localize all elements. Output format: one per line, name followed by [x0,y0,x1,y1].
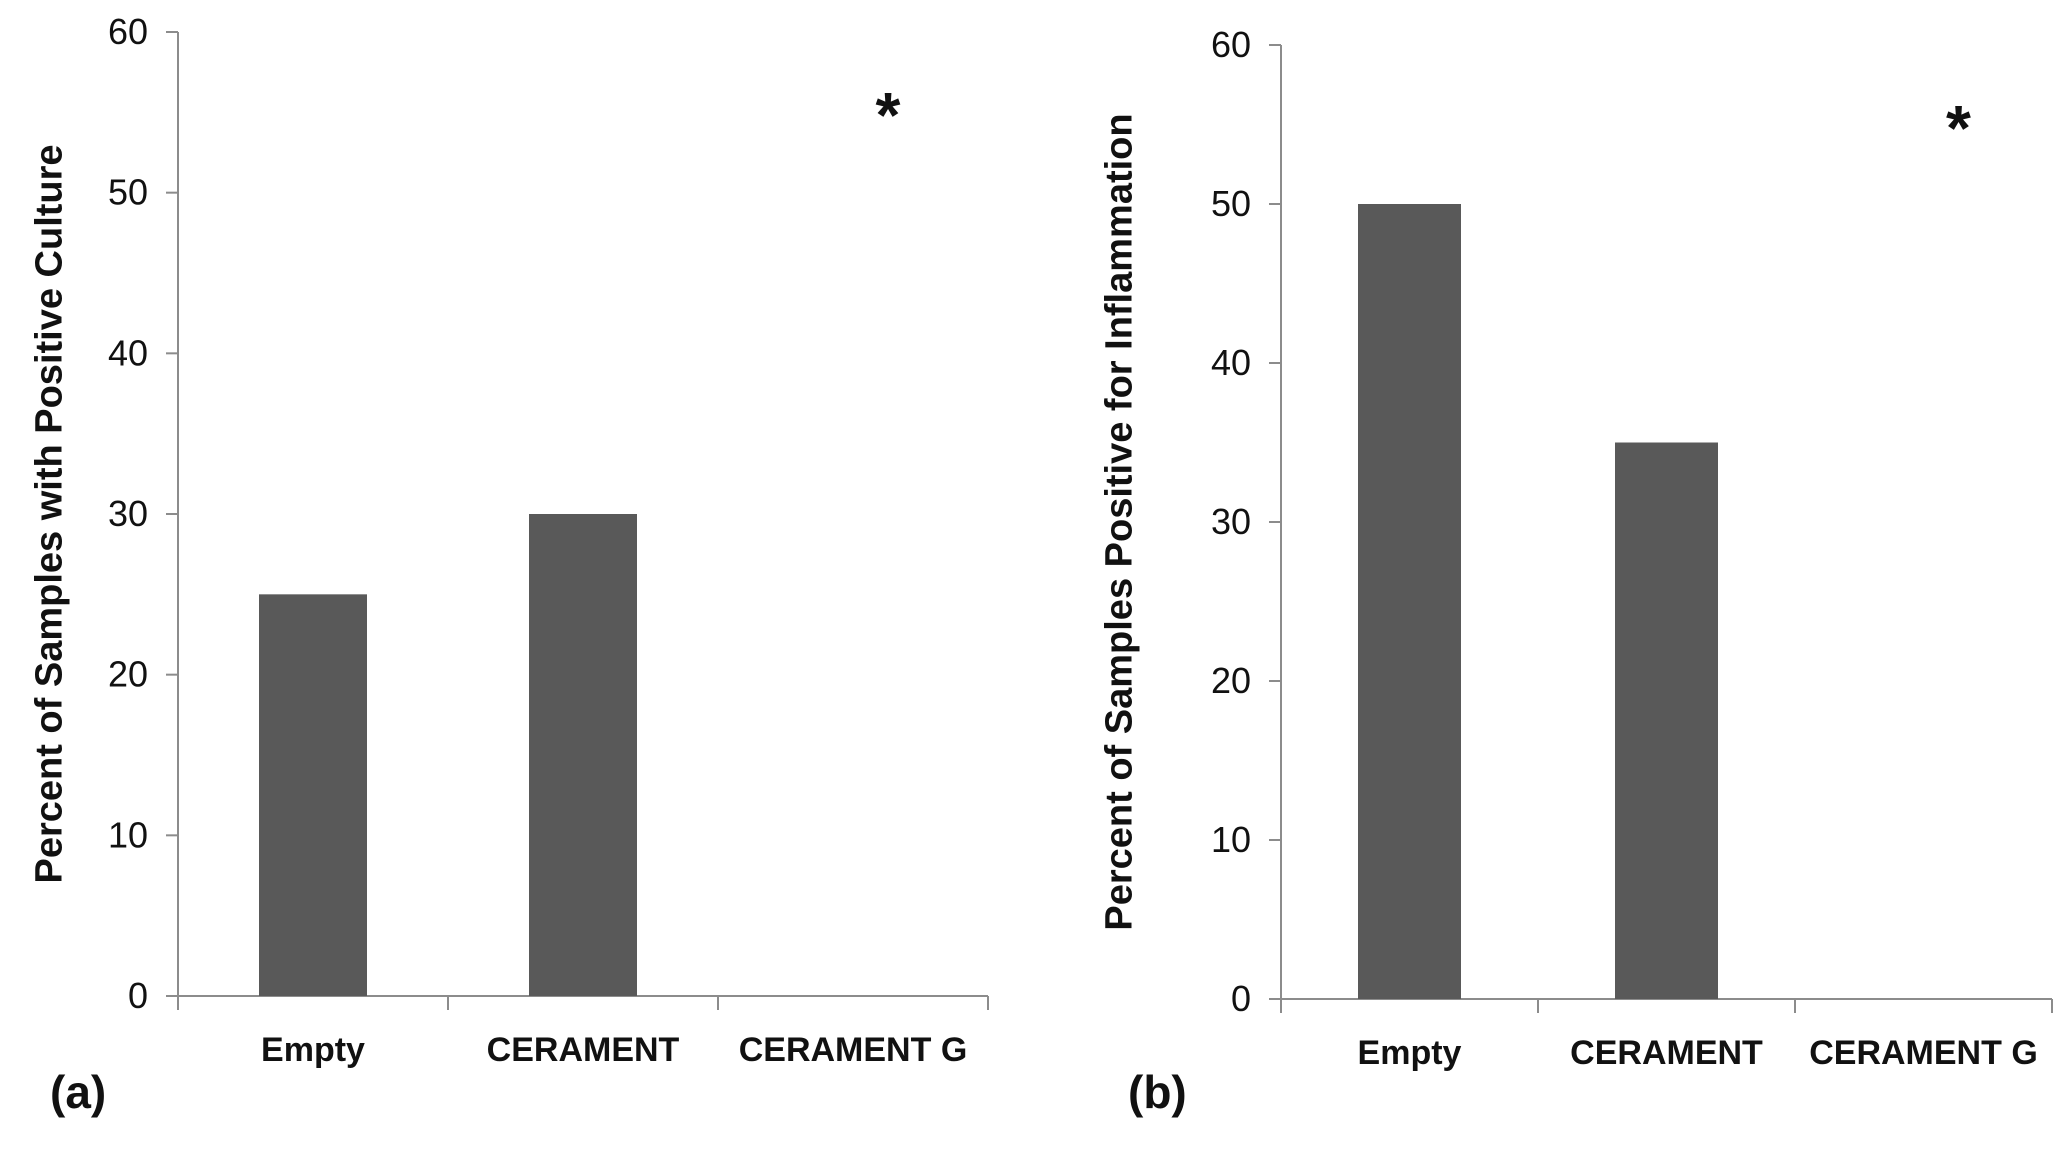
y-tick-label: 30 [108,493,148,534]
y-tick-label: 40 [108,332,148,373]
category-label: CERAMENT G [739,1031,968,1069]
y-tick-label: 10 [1211,819,1251,860]
panel-label: (a) [50,1066,106,1118]
category-label: CERAMENT [1570,1034,1763,1072]
y-axis-title: Percent of Samples Positive for Inflamma… [1098,113,1140,930]
bar-cerament [529,514,637,996]
bar-empty [1358,204,1461,999]
chart-panel-b: 0 10 20 30 40 50 60 Empty CERAMENT CERAMENT G Perc… [1098,24,2053,1118]
y-tick-label: 30 [1211,501,1251,542]
y-tick-label: 0 [128,975,148,1016]
chart-panel-a: 0 10 20 30 40 50 60 Empty CERAMENT CERAMENT G Perc… [28,11,989,1118]
category-label: CERAMENT [487,1031,680,1069]
bar-empty [259,594,367,996]
panel-label: (b) [1128,1066,1187,1118]
y-tick-label: 10 [108,814,148,855]
y-tick-label: 20 [108,654,148,695]
category-label: Empty [261,1031,365,1069]
y-tick-label: 50 [108,172,148,213]
y-tick-label: 0 [1231,978,1251,1019]
y-tick-label: 60 [108,11,148,52]
category-label: Empty [1358,1034,1462,1072]
y-tick-label: 20 [1211,660,1251,701]
significance-asterisk: * [1946,92,1971,164]
y-tick-label: 50 [1211,183,1251,224]
y-tick-label: 60 [1211,24,1251,65]
y-axis-title: Percent of Samples with Positive Culture [28,144,70,883]
category-label: CERAMENT G [1809,1034,2038,1072]
bar-cerament [1615,442,1718,999]
y-tick-label: 40 [1211,342,1251,383]
significance-asterisk: * [876,79,901,151]
